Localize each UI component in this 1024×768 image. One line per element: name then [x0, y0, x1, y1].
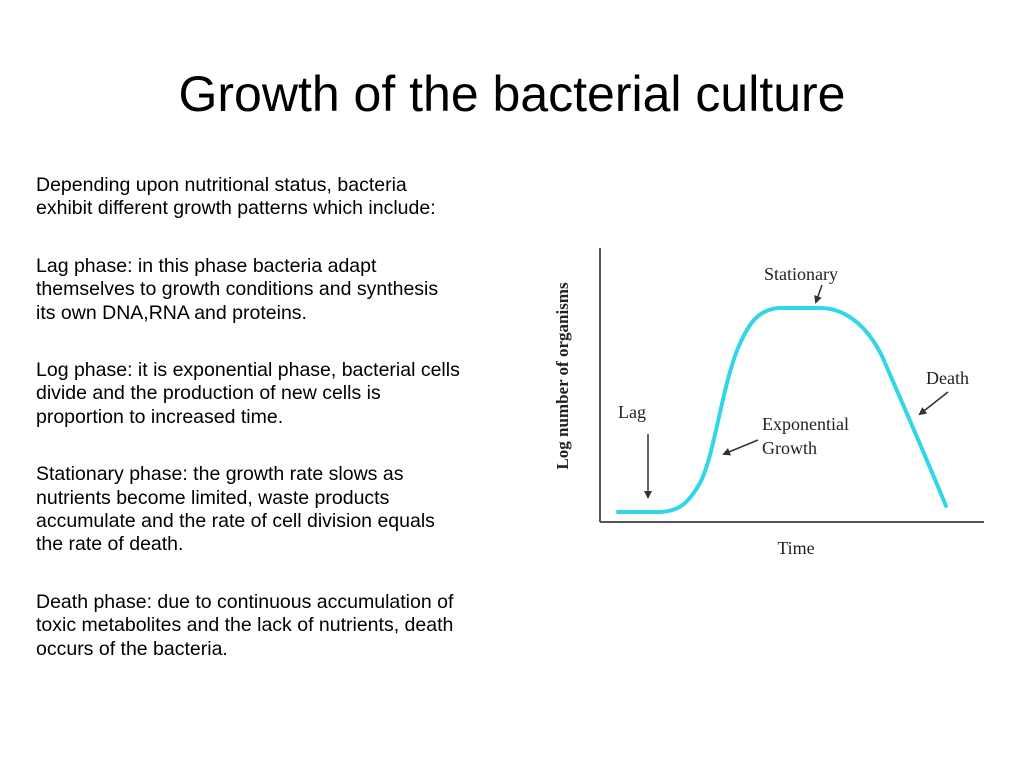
death-phase-paragraph: Death phase: due to continuous accumulat…: [36, 590, 454, 660]
lag-phase-paragraph: Lag phase: in this phase bacteria adapt …: [36, 254, 439, 324]
intro-paragraph: Depending upon nutritional status, bacte…: [36, 174, 436, 220]
growth-label: Growth: [762, 438, 817, 458]
y-axis-label: Log number of organisms: [553, 282, 572, 470]
growth-curve-svg: Log number of organisms Time Lag Station…: [553, 248, 984, 558]
exponential-label: Exponential: [762, 414, 849, 434]
stationary-arrow: [814, 284, 823, 304]
stationary-phase-paragraph: Stationary phase: the growth rate slows …: [36, 463, 435, 556]
growth-curve-diagram: Log number of organisms Time Lag Station…: [548, 238, 988, 568]
exponential-arrow: [722, 439, 759, 456]
stationary-label: Stationary: [764, 264, 838, 284]
growth-curve: [616, 306, 948, 514]
lag-label: Lag: [618, 402, 646, 422]
x-axis-label: Time: [777, 538, 814, 558]
death-label: Death: [926, 368, 969, 388]
slide-title: Growth of the bacterial culture: [178, 66, 846, 122]
death-arrow: [918, 391, 949, 416]
log-phase-paragraph: Log phase: it is exponential phase, bact…: [36, 359, 460, 428]
body-text: Depending upon nutritional status, bacte…: [36, 174, 526, 695]
